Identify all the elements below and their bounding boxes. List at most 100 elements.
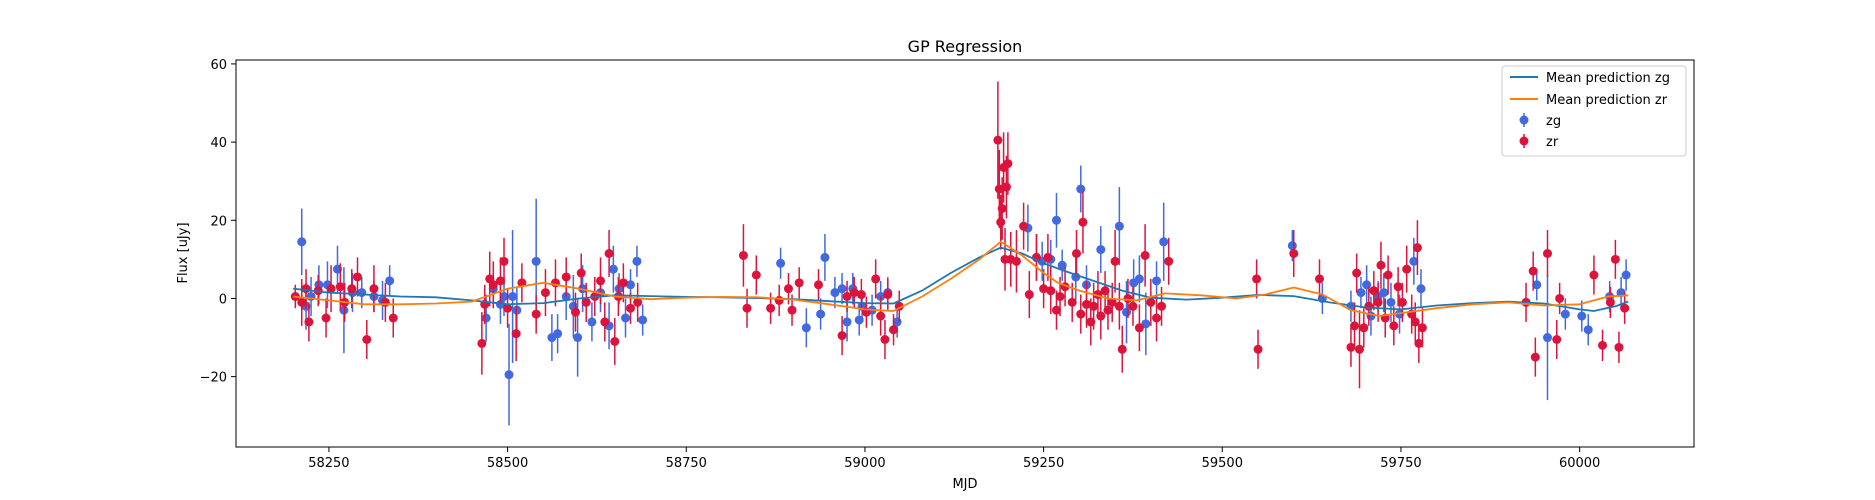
zr-point <box>1117 344 1127 354</box>
zr-point <box>1103 305 1113 315</box>
zr-point <box>787 305 797 315</box>
zr-point <box>1140 250 1150 260</box>
zr-point <box>477 338 487 348</box>
zr-point <box>1289 249 1299 258</box>
zg-point <box>573 333 583 343</box>
zg-point <box>1379 288 1389 298</box>
zr-point <box>1352 268 1362 278</box>
zr-point <box>321 313 331 323</box>
zr-point <box>1123 293 1133 303</box>
y-tick-label: 20 <box>210 214 227 229</box>
zg-point <box>842 317 852 327</box>
zr-point <box>1039 284 1049 294</box>
plot-frame <box>235 59 1695 448</box>
zg-point <box>1577 311 1587 321</box>
y-axis-label: Flux [uJy] <box>176 222 191 283</box>
zr-point <box>1055 292 1065 301</box>
zg-point <box>820 252 830 262</box>
zr-point <box>1314 274 1324 284</box>
zr-point <box>1082 299 1091 309</box>
zg-point <box>801 323 811 333</box>
zr-point <box>880 335 890 344</box>
zg-point <box>638 315 648 325</box>
zg-point <box>385 276 395 286</box>
zg-point <box>830 288 840 298</box>
zr-point <box>600 317 610 327</box>
zr-point <box>1605 297 1615 307</box>
zg-point <box>1583 325 1593 335</box>
zr-point <box>1589 270 1599 280</box>
y-tick-label: −20 <box>200 371 227 386</box>
zr-point <box>1114 301 1124 311</box>
zr-point <box>766 303 776 313</box>
legend-label-zr: zr <box>1546 135 1559 150</box>
zg-point <box>621 313 631 323</box>
y-ticks: −20 0 20 40 60 <box>200 58 236 386</box>
zr-point <box>1555 293 1565 303</box>
zr-point <box>1152 313 1162 323</box>
x-tick-label: 59250 <box>1023 456 1064 471</box>
y-tick-label: 0 <box>219 292 227 307</box>
zr-point <box>1019 221 1029 231</box>
zr-point <box>1610 254 1620 264</box>
zg-point <box>1409 256 1419 266</box>
zr-point <box>1412 243 1422 253</box>
zr-point <box>849 288 859 298</box>
zr-point <box>842 292 852 301</box>
mean-prediction-zr-line <box>293 240 1629 317</box>
zr-point <box>301 284 311 294</box>
x-tick-label: 59500 <box>1202 456 1243 471</box>
zr-point <box>1051 305 1061 315</box>
zr-point <box>883 290 893 300</box>
zr-point <box>1383 270 1393 280</box>
legend-label-line-zg: Mean prediction zg <box>1546 71 1670 86</box>
x-tick-label: 60000 <box>1559 456 1600 471</box>
zr-point <box>1146 297 1156 307</box>
zg-point <box>608 264 618 274</box>
zr-point <box>1110 256 1120 266</box>
zr-point <box>1397 297 1407 307</box>
x-tick-label: 58750 <box>666 456 707 471</box>
zr-point <box>1393 282 1403 292</box>
zg-point <box>587 317 597 327</box>
zr-point <box>889 325 899 335</box>
zr-point <box>813 280 823 290</box>
zr-point <box>353 272 362 282</box>
legend: Mean prediction zg Mean prediction zr zg… <box>1501 65 1687 157</box>
zr-point <box>1043 252 1053 262</box>
x-axis-label: MJD <box>952 477 977 492</box>
zr-point <box>626 303 636 313</box>
zr-point <box>1164 256 1174 266</box>
mean-prediction-zg-line <box>293 246 1629 312</box>
zr-point <box>1011 256 1021 266</box>
zr-point <box>774 295 784 305</box>
zr-point <box>751 270 761 280</box>
zr-point <box>610 336 620 346</box>
x-tick-label: 58500 <box>487 456 528 471</box>
zg-point <box>499 292 509 301</box>
zr-point <box>511 329 521 339</box>
zg-point <box>553 329 563 339</box>
zr-point <box>633 297 643 307</box>
zr-point <box>742 303 752 313</box>
zr-point <box>1024 290 1034 300</box>
zr-point <box>347 284 357 294</box>
zg-point <box>1096 245 1106 255</box>
zg-point <box>776 258 786 268</box>
zr-point <box>362 335 372 344</box>
zg-point <box>632 256 642 266</box>
zr-point <box>738 250 748 260</box>
zg-point <box>1532 280 1542 290</box>
zr-point <box>783 284 793 294</box>
zg-point <box>1159 237 1169 247</box>
zr-point <box>1552 335 1562 344</box>
zr-point <box>1252 274 1262 284</box>
x-tick-label: 59750 <box>1380 456 1421 471</box>
zr-point <box>335 282 345 292</box>
zr-point <box>1598 340 1608 350</box>
zr-point <box>1157 301 1167 311</box>
zr-point <box>1107 297 1117 307</box>
zr-point <box>1373 297 1383 307</box>
zr-point <box>997 204 1007 214</box>
zr-point <box>369 284 379 294</box>
